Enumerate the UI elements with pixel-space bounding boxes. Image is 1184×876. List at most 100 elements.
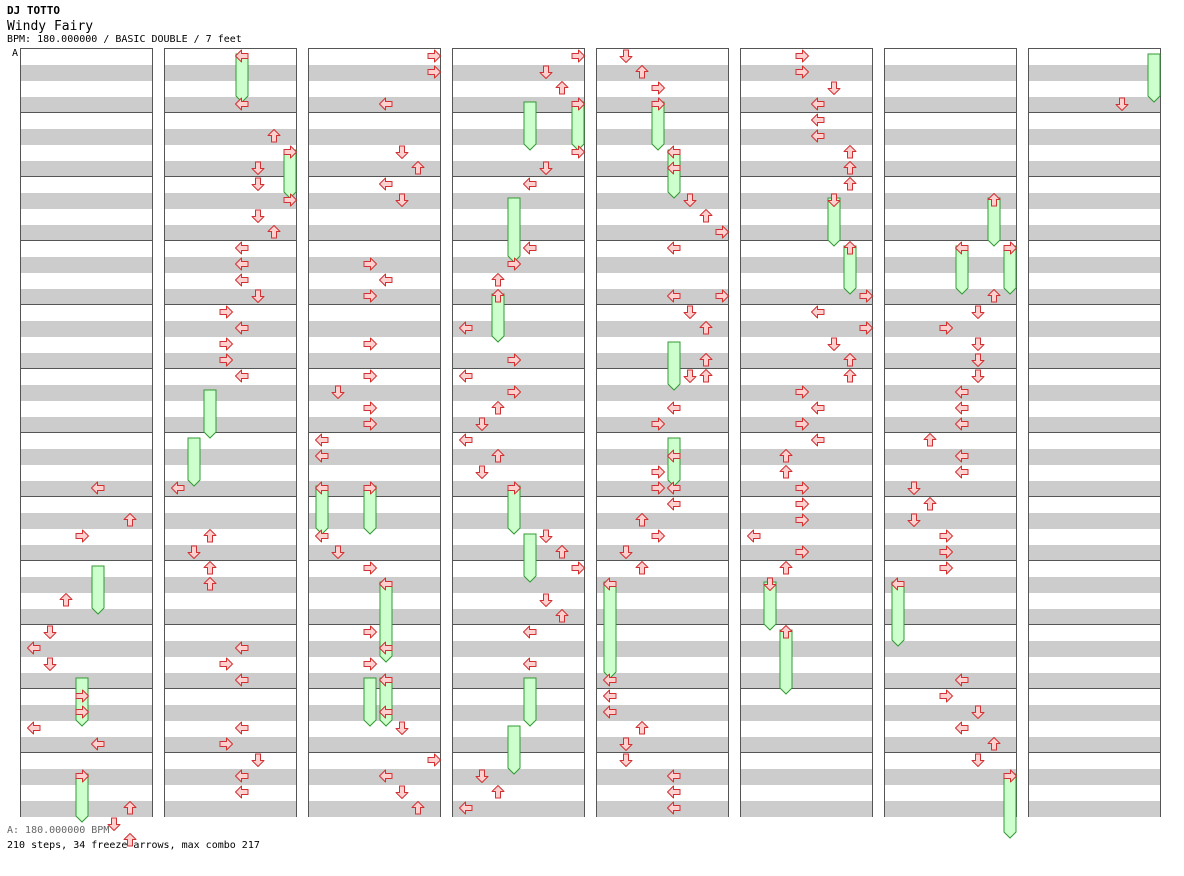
measure-line bbox=[21, 496, 152, 497]
measure-line bbox=[885, 368, 1016, 369]
beat-band bbox=[21, 97, 152, 113]
beat-band bbox=[165, 161, 296, 177]
beat-band bbox=[453, 385, 584, 401]
measure-line bbox=[453, 240, 584, 241]
measure-line bbox=[1029, 368, 1160, 369]
beat-band bbox=[165, 129, 296, 145]
beat-band bbox=[597, 65, 728, 81]
measure-line bbox=[165, 176, 296, 177]
beat-band bbox=[597, 161, 728, 177]
beat-band bbox=[885, 225, 1016, 241]
beat-band bbox=[885, 641, 1016, 657]
measure-line bbox=[309, 432, 440, 433]
beat-band bbox=[309, 257, 440, 273]
beat-band bbox=[309, 161, 440, 177]
beat-band bbox=[165, 705, 296, 721]
beat-band bbox=[21, 353, 152, 369]
beat-band bbox=[309, 97, 440, 113]
measure-line bbox=[453, 496, 584, 497]
beat-band bbox=[453, 577, 584, 593]
measure-line bbox=[597, 752, 728, 753]
beat-band bbox=[309, 513, 440, 529]
measure-line bbox=[741, 496, 872, 497]
measure-line bbox=[453, 112, 584, 113]
beat-band bbox=[453, 193, 584, 209]
beat-band bbox=[165, 609, 296, 625]
beat-band bbox=[165, 673, 296, 689]
measure-line bbox=[597, 624, 728, 625]
measure-line bbox=[309, 688, 440, 689]
measure-line bbox=[741, 368, 872, 369]
measure-line bbox=[21, 112, 152, 113]
beat-band bbox=[741, 609, 872, 625]
measure-line bbox=[309, 112, 440, 113]
beat-band bbox=[453, 641, 584, 657]
beat-band bbox=[21, 385, 152, 401]
measure-line bbox=[309, 624, 440, 625]
beat-band bbox=[741, 289, 872, 305]
beat-band bbox=[165, 65, 296, 81]
beat-band bbox=[309, 641, 440, 657]
beat-band bbox=[1029, 289, 1160, 305]
beat-band bbox=[597, 417, 728, 433]
measure-line bbox=[741, 304, 872, 305]
beat-band bbox=[21, 417, 152, 433]
beat-band bbox=[21, 705, 152, 721]
measure-line bbox=[165, 432, 296, 433]
measure-line bbox=[309, 496, 440, 497]
beat-band bbox=[165, 481, 296, 497]
step-arrow-down bbox=[107, 817, 121, 831]
beat-band bbox=[309, 577, 440, 593]
beat-band bbox=[741, 385, 872, 401]
beat-band bbox=[597, 737, 728, 753]
measure-line bbox=[21, 752, 152, 753]
measure-line bbox=[1029, 432, 1160, 433]
artist-name: DJ TOTTO bbox=[7, 4, 60, 17]
beat-band bbox=[741, 161, 872, 177]
measure-line bbox=[885, 624, 1016, 625]
measure-line bbox=[21, 624, 152, 625]
measure-line bbox=[741, 112, 872, 113]
beat-band bbox=[309, 65, 440, 81]
beat-band bbox=[597, 97, 728, 113]
measure-line bbox=[597, 176, 728, 177]
beat-band bbox=[597, 129, 728, 145]
beat-band bbox=[1029, 417, 1160, 433]
beat-band bbox=[309, 705, 440, 721]
measure-line bbox=[597, 560, 728, 561]
measure-line bbox=[597, 240, 728, 241]
beat-band bbox=[741, 641, 872, 657]
measure-line bbox=[597, 432, 728, 433]
beat-band bbox=[1029, 801, 1160, 817]
beat-band bbox=[741, 801, 872, 817]
beat-band bbox=[165, 353, 296, 369]
beat-band bbox=[597, 193, 728, 209]
beat-band bbox=[309, 609, 440, 625]
beat-band bbox=[1029, 641, 1160, 657]
beat-band bbox=[21, 513, 152, 529]
beat-band bbox=[885, 673, 1016, 689]
chart-column bbox=[740, 48, 873, 817]
measure-line bbox=[21, 432, 152, 433]
beat-band bbox=[1029, 513, 1160, 529]
beat-band bbox=[885, 801, 1016, 817]
measure-line bbox=[1029, 304, 1160, 305]
measure-line bbox=[21, 560, 152, 561]
measure-line bbox=[165, 560, 296, 561]
beat-band bbox=[309, 385, 440, 401]
beat-band bbox=[741, 673, 872, 689]
measure-line bbox=[1029, 240, 1160, 241]
beat-band bbox=[885, 769, 1016, 785]
beat-band bbox=[21, 545, 152, 561]
beat-band bbox=[741, 353, 872, 369]
beat-band bbox=[741, 417, 872, 433]
beat-band bbox=[21, 321, 152, 337]
measure-line bbox=[741, 688, 872, 689]
measure-line bbox=[453, 176, 584, 177]
beat-band bbox=[453, 609, 584, 625]
beat-band bbox=[741, 545, 872, 561]
beat-band bbox=[165, 449, 296, 465]
beat-band bbox=[1029, 129, 1160, 145]
measure-line bbox=[1029, 752, 1160, 753]
measure-line bbox=[1029, 624, 1160, 625]
